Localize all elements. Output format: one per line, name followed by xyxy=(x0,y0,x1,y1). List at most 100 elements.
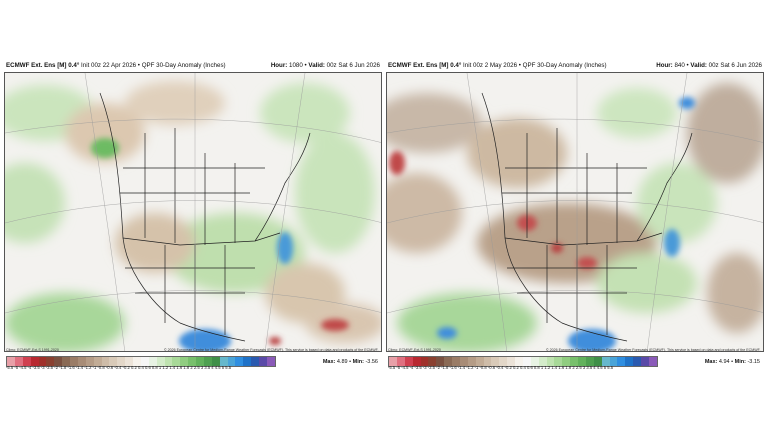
colorbar-swatch xyxy=(507,357,515,366)
colorbar-swatch xyxy=(648,357,657,366)
colorbar-swatch xyxy=(227,357,236,366)
colorbar-swatch xyxy=(585,357,594,366)
colorbar-swatch xyxy=(7,357,15,366)
colorbar-swatch xyxy=(609,357,618,366)
colorbar-swatch xyxy=(109,357,118,366)
colorbar-swatch xyxy=(54,357,63,366)
colorbar-swatch xyxy=(266,357,275,366)
max-label: Max: xyxy=(322,359,336,365)
forecast-panel-left: ECMWF Ext. Ens [M] 0.4° Init 00z 22 Apr … xyxy=(4,60,382,372)
min-value: -3.56 xyxy=(365,359,378,365)
colorbar-swatch xyxy=(625,357,634,366)
colorbar-swatch xyxy=(211,357,220,366)
map-graphic xyxy=(387,73,763,351)
panel-header: ECMWF Ext. Ens [M] 0.4° Init 00z 2 May 2… xyxy=(388,62,762,69)
valid-time: 00z Sat 6 Jun 2026 xyxy=(326,62,380,69)
colorbar-swatch xyxy=(243,357,252,366)
hour-label: Hour: xyxy=(270,62,288,69)
colorbar-swatch xyxy=(140,357,149,366)
colorbar-swatch xyxy=(188,357,196,366)
anomaly-map xyxy=(4,72,382,352)
forecast-hour: 1080 xyxy=(289,62,303,69)
colorbar-swatch xyxy=(546,357,555,366)
colorbar-swatch xyxy=(538,357,547,366)
colorbar-swatch xyxy=(530,357,539,366)
colorbar-swatch xyxy=(251,357,259,366)
colorbar-swatch xyxy=(452,357,460,366)
colorbar-swatch xyxy=(420,357,429,366)
hour-label: Hour: xyxy=(656,62,673,69)
colorbar-swatch xyxy=(483,357,492,366)
colorbar-swatch xyxy=(14,357,23,366)
colorbar-swatch xyxy=(389,357,397,366)
product-name: QPF 30-Day Anomaly (Inches) xyxy=(141,62,226,69)
colorbar-swatch xyxy=(77,357,86,366)
panel-header: ECMWF Ext. Ens [M] 0.4° Init 00z 22 Apr … xyxy=(6,62,380,69)
colorbar-swatch xyxy=(404,357,413,366)
map-graphic xyxy=(5,73,381,351)
colorbar-swatch xyxy=(641,357,649,366)
min-label: Min: xyxy=(734,359,746,365)
colorbar-swatch xyxy=(444,357,452,366)
colorbar-swatch xyxy=(593,357,602,366)
colorbar-swatch xyxy=(93,357,102,366)
max-min-readout: Max: 4.89 • Min: -3.56 xyxy=(322,359,378,365)
anomaly-map xyxy=(386,72,764,352)
valid-label: Valid: xyxy=(308,62,325,69)
colorbar-swatch xyxy=(412,357,421,366)
colorbar-swatch xyxy=(562,357,571,366)
copyright-note: © 2026 European Centre for Medium-Range … xyxy=(164,348,379,352)
colorbar-swatch xyxy=(219,357,228,366)
colorbar-swatch xyxy=(46,357,55,366)
colorbar-swatch xyxy=(475,357,484,366)
colorbar-swatch xyxy=(522,357,531,366)
colorbar-swatch xyxy=(436,357,445,366)
model-name: ECMWF Ext. Ens [M] 0.4° xyxy=(388,62,462,69)
colorbar-swatch xyxy=(601,357,610,366)
colorbar-swatch xyxy=(459,357,468,366)
init-time: Init 00z 22 Apr 2026 xyxy=(81,62,137,69)
colorbar-swatch xyxy=(467,357,476,366)
colorbar-swatch xyxy=(101,357,110,366)
copyright-note: © 2026 European Centre for Medium-Range … xyxy=(546,348,761,352)
colorbar-ticks: -5.5 -5 -4.5 -4 -3.5 -3 -2.5 -2 -1.8 -1.… xyxy=(6,365,232,370)
max-value: 4.94 xyxy=(718,359,730,365)
colorbar-swatch xyxy=(30,357,39,366)
colorbar-swatch xyxy=(633,357,641,366)
colorbar-swatch xyxy=(491,357,500,366)
valid-time: 00z Sat 6 Jun 2026 xyxy=(708,62,762,69)
colorbar-swatch xyxy=(554,357,563,366)
colorbar-swatch xyxy=(196,357,204,366)
max-value: 4.89 xyxy=(336,359,348,365)
colorbar-swatch xyxy=(499,357,508,366)
colorbar-swatch xyxy=(62,357,70,366)
colorbar-swatch xyxy=(180,357,189,366)
colorbar-swatch xyxy=(85,357,94,366)
climo-note: Climo: ECMWF-Ext-S 1991-2020 xyxy=(388,348,441,352)
colorbar-swatch xyxy=(172,357,181,366)
forecast-hour: 840 xyxy=(674,62,685,69)
colorbar xyxy=(388,356,658,367)
colorbar-swatch xyxy=(22,357,31,366)
colorbar-swatch xyxy=(164,357,173,366)
colorbar-swatch xyxy=(578,357,586,366)
colorbar-swatch xyxy=(156,357,165,366)
colorbar-swatch xyxy=(203,357,212,366)
colorbar-swatch xyxy=(148,357,157,366)
colorbar-swatch xyxy=(570,357,578,366)
init-time: Init 00z 2 May 2026 xyxy=(463,62,518,69)
colorbar-swatch xyxy=(133,357,141,366)
colorbar-swatch xyxy=(70,357,78,366)
colorbar-swatch xyxy=(617,357,626,366)
colorbar-swatch xyxy=(117,357,126,366)
colorbar-swatch xyxy=(428,357,437,366)
colorbar xyxy=(6,356,276,367)
colorbar-swatch xyxy=(396,357,405,366)
colorbar-ticks: -5.5 -5 -4.5 -4 -3.5 -3 -2.5 -2 -1.8 -1.… xyxy=(388,365,614,370)
colorbar-swatch xyxy=(125,357,133,366)
model-name: ECMWF Ext. Ens [M] 0.4° xyxy=(6,62,80,69)
colorbar-swatch xyxy=(38,357,47,366)
colorbar-swatch xyxy=(235,357,244,366)
colorbar-swatch xyxy=(515,357,523,366)
forecast-panel-right: ECMWF Ext. Ens [M] 0.4° Init 00z 2 May 2… xyxy=(386,60,764,372)
